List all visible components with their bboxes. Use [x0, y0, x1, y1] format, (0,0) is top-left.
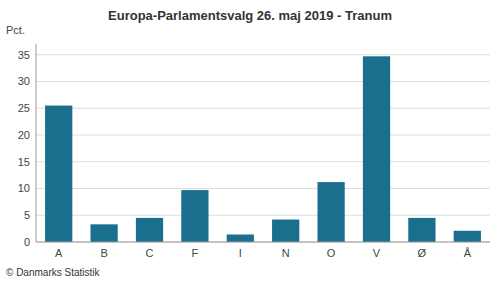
x-tick-label: C — [146, 247, 154, 259]
bar — [317, 182, 344, 242]
footer: © Danmarks Statistik — [6, 267, 101, 278]
x-tick-label: V — [373, 247, 381, 259]
y-tick-label: 15 — [18, 156, 30, 168]
x-tick-label: B — [100, 247, 107, 259]
grid-line — [36, 108, 490, 109]
grid-line — [36, 188, 490, 189]
bar — [272, 220, 299, 242]
y-tick-label: 25 — [18, 102, 30, 114]
chart: Europa-Parlamentsvalg 26. maj 2019 - Tra… — [0, 0, 500, 282]
grid-line — [36, 215, 490, 216]
x-tick-label: Å — [464, 247, 472, 259]
grid-line — [36, 134, 490, 135]
y-tick-label: 0 — [24, 236, 30, 248]
bars — [45, 56, 481, 242]
grid-line — [36, 54, 490, 55]
bar — [90, 224, 117, 242]
x-tick-label: N — [282, 247, 290, 259]
grid-line — [36, 242, 490, 243]
bar — [454, 231, 481, 242]
x-tick-label: Ø — [418, 247, 427, 259]
y-tick-label: 10 — [18, 182, 30, 194]
y-axis-label: Pct. — [6, 24, 25, 36]
y-tick-label: 30 — [18, 75, 30, 87]
bar — [136, 218, 163, 242]
y-tick-label: 20 — [18, 129, 30, 141]
x-tick-label: F — [192, 247, 199, 259]
bar — [181, 190, 208, 242]
chart-container: Europa-Parlamentsvalg 26. maj 2019 - Tra… — [0, 0, 500, 282]
bar — [227, 235, 254, 242]
bar — [45, 106, 72, 242]
x-tick-label: O — [327, 247, 336, 259]
x-tick-label: A — [55, 247, 63, 259]
grid-line — [36, 81, 490, 82]
bar — [363, 56, 390, 242]
grid-line — [36, 161, 490, 162]
bar — [408, 218, 435, 242]
y-tick-label: 35 — [18, 49, 30, 61]
x-axis-line — [36, 242, 490, 243]
y-tick-label: 5 — [24, 209, 30, 221]
y-axis-line — [36, 44, 37, 242]
title: Europa-Parlamentsvalg 26. maj 2019 - Tra… — [108, 8, 392, 23]
grid — [36, 55, 490, 242]
x-tick-label: I — [239, 247, 242, 259]
